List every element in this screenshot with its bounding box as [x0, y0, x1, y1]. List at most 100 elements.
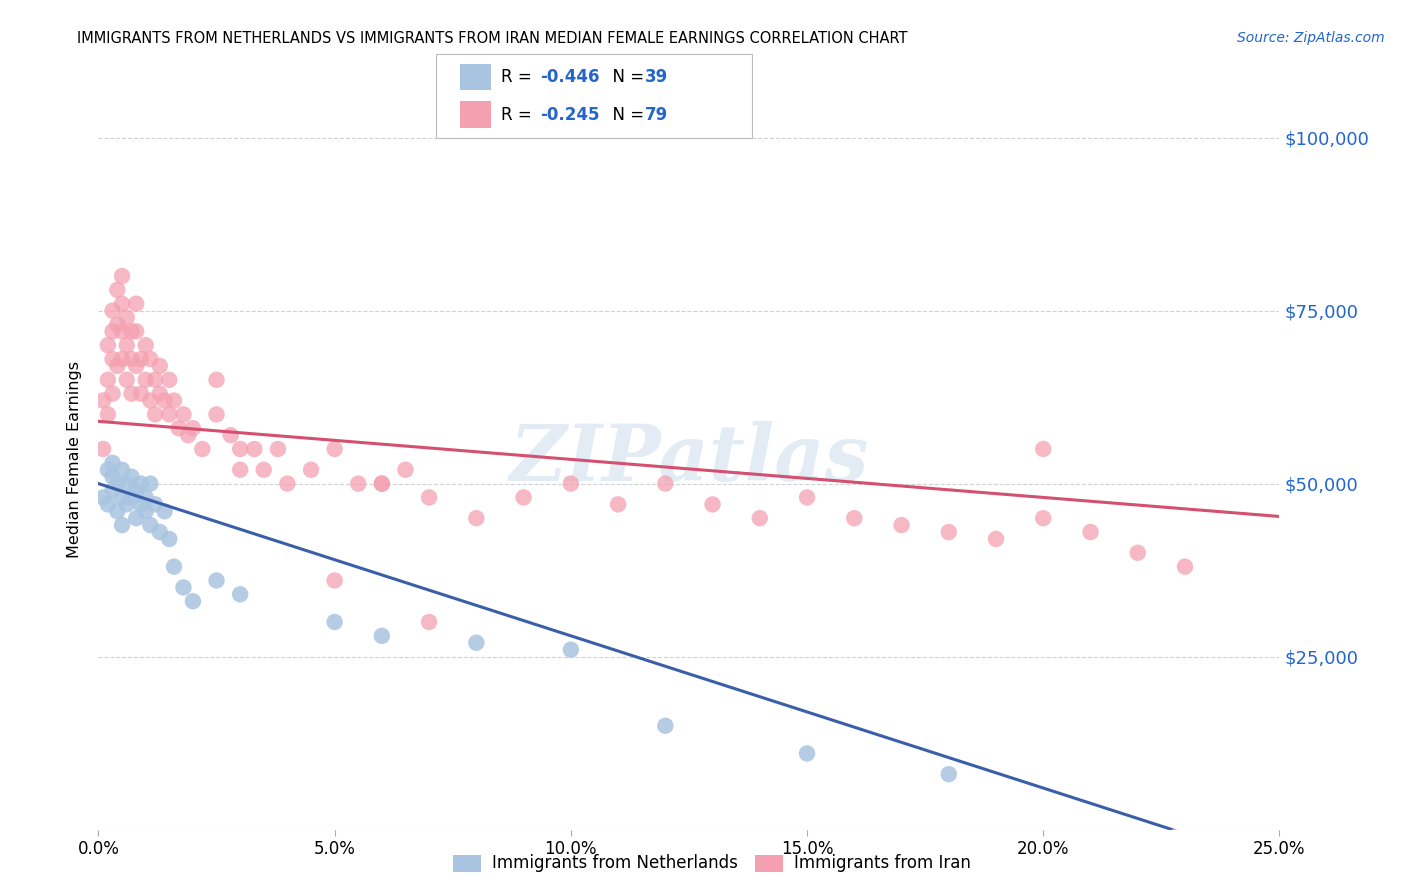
Point — [418, 615, 440, 629]
Point — [1126, 546, 1149, 560]
Point — [512, 491, 534, 505]
Point — [229, 442, 252, 456]
Point — [101, 324, 124, 338]
Point — [125, 296, 148, 310]
Point — [229, 587, 252, 601]
Point — [371, 476, 394, 491]
Text: -0.245: -0.245 — [540, 106, 599, 124]
Point — [702, 497, 724, 511]
Point — [1174, 559, 1197, 574]
Point — [143, 497, 166, 511]
Point — [157, 408, 180, 422]
Point — [149, 524, 172, 539]
Text: IMMIGRANTS FROM NETHERLANDS VS IMMIGRANTS FROM IRAN MEDIAN FEMALE EARNINGS CORRE: IMMIGRANTS FROM NETHERLANDS VS IMMIGRANT… — [77, 31, 908, 46]
Point — [267, 442, 290, 456]
Point — [135, 491, 157, 505]
Point — [748, 511, 770, 525]
Point — [135, 338, 157, 352]
Point — [418, 491, 440, 505]
Point — [139, 393, 162, 408]
Point — [105, 283, 128, 297]
Point — [654, 476, 676, 491]
Point — [394, 463, 416, 477]
Point — [125, 324, 148, 338]
Point — [97, 338, 120, 352]
Point — [890, 518, 912, 533]
Point — [97, 408, 120, 422]
Point — [560, 476, 582, 491]
Point — [796, 491, 818, 505]
Point — [654, 719, 676, 733]
Point — [153, 393, 176, 408]
Point — [157, 373, 180, 387]
Point — [111, 268, 134, 283]
Point — [299, 463, 322, 477]
Point — [105, 359, 128, 373]
Point — [115, 373, 138, 387]
Point — [121, 352, 143, 367]
Text: -0.446: -0.446 — [540, 68, 599, 86]
Point — [129, 476, 152, 491]
Point — [101, 386, 124, 401]
Point — [129, 352, 152, 367]
Point — [149, 359, 172, 373]
Point — [101, 469, 124, 483]
Point — [465, 511, 488, 525]
Text: R =: R = — [501, 68, 537, 86]
Point — [121, 469, 143, 483]
Point — [371, 476, 394, 491]
Point — [1080, 524, 1102, 539]
Point — [97, 497, 120, 511]
Point — [347, 476, 370, 491]
Point — [101, 483, 124, 498]
Point — [243, 442, 266, 456]
Point — [163, 393, 186, 408]
Text: 39: 39 — [645, 68, 669, 86]
Point — [115, 310, 138, 325]
Point — [111, 352, 134, 367]
Y-axis label: Median Female Earnings: Median Female Earnings — [67, 361, 83, 558]
Point — [984, 532, 1007, 546]
Text: N =: N = — [602, 106, 650, 124]
Point — [105, 476, 128, 491]
Point — [149, 386, 172, 401]
Point — [97, 463, 120, 477]
Point — [796, 747, 818, 761]
Point — [1032, 442, 1054, 456]
Point — [105, 318, 128, 332]
Point — [115, 497, 138, 511]
Point — [91, 442, 114, 456]
Text: ZIPatlas: ZIPatlas — [509, 421, 869, 498]
Point — [91, 491, 114, 505]
Point — [253, 463, 276, 477]
Point — [938, 767, 960, 781]
Point — [125, 359, 148, 373]
Point — [121, 491, 143, 505]
Point — [844, 511, 866, 525]
Point — [111, 518, 134, 533]
Point — [135, 373, 157, 387]
Point — [205, 574, 228, 588]
Point — [101, 303, 124, 318]
Point — [219, 428, 242, 442]
Point — [560, 642, 582, 657]
Point — [129, 497, 152, 511]
Point — [111, 463, 134, 477]
Point — [121, 324, 143, 338]
Point — [172, 408, 194, 422]
Text: N =: N = — [602, 68, 650, 86]
Point — [607, 497, 630, 511]
Point — [229, 463, 252, 477]
Point — [101, 456, 124, 470]
Point — [157, 532, 180, 546]
Text: 79: 79 — [645, 106, 669, 124]
Point — [97, 373, 120, 387]
Text: Source: ZipAtlas.com: Source: ZipAtlas.com — [1237, 31, 1385, 45]
Point — [143, 408, 166, 422]
Point — [135, 504, 157, 518]
Text: Immigrants from Netherlands: Immigrants from Netherlands — [492, 855, 738, 872]
Point — [177, 428, 200, 442]
Point — [91, 393, 114, 408]
Point — [163, 559, 186, 574]
Point — [105, 504, 128, 518]
